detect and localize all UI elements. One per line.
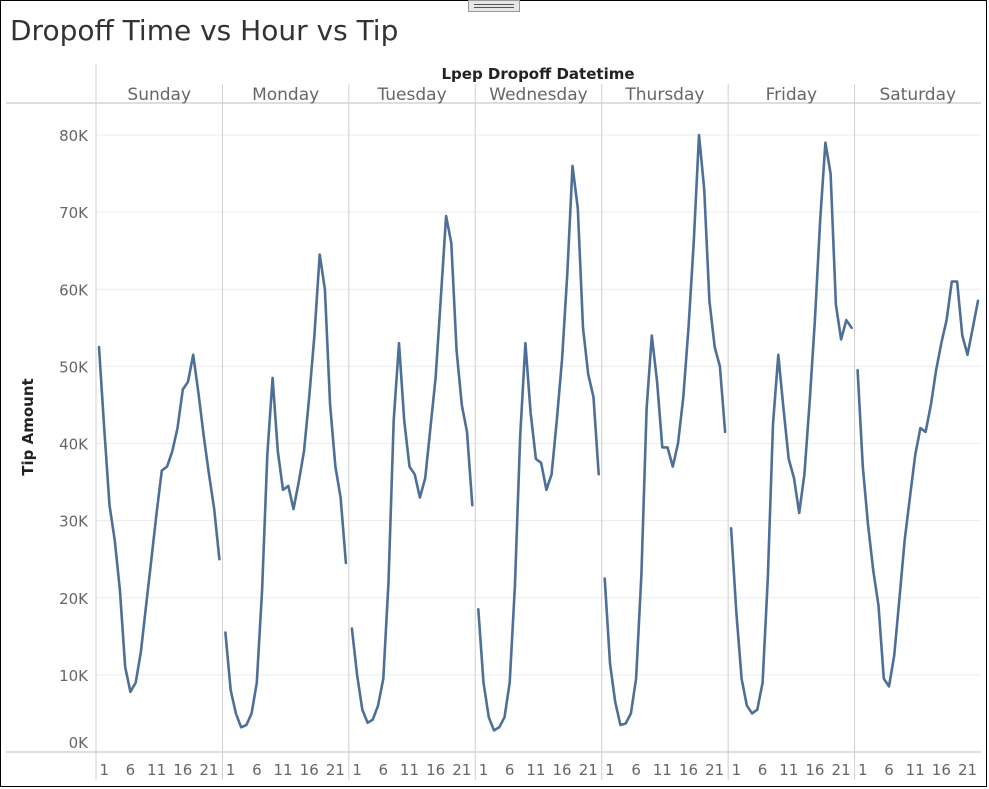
y-tick-label: 40K xyxy=(59,436,89,454)
x-tick-label: 1 xyxy=(858,761,868,779)
y-tick-label: 50K xyxy=(59,358,89,376)
x-tick-label: 1 xyxy=(479,761,489,779)
grip-line xyxy=(474,4,514,5)
day-headers: Sunday Monday Tuesday Wednesday Thursday Frid… xyxy=(127,85,956,105)
x-tick-label: 16 xyxy=(553,761,572,779)
y-axis-title: Tip Amount xyxy=(19,378,37,475)
x-tick-label: 16 xyxy=(173,761,192,779)
x-tick-label: 16 xyxy=(300,761,319,779)
x-tick-label: 21 xyxy=(958,761,977,779)
x-tick-label: 16 xyxy=(426,761,445,779)
x-tick-label: 21 xyxy=(705,761,724,779)
day-header-tuesday: Tuesday xyxy=(376,85,446,105)
x-tick-label: 6 xyxy=(631,761,641,779)
series-line-saturday[interactable] xyxy=(856,280,980,688)
x-tick-label: 21 xyxy=(452,761,471,779)
x-tick-label: 6 xyxy=(378,761,388,779)
series-line-wednesday[interactable] xyxy=(477,164,600,732)
x-tick-label: 16 xyxy=(805,761,824,779)
series-line-thursday[interactable] xyxy=(603,133,727,727)
day-header-saturday: Saturday xyxy=(879,85,956,105)
panel-separators xyxy=(6,64,981,780)
x-tick-label: 1 xyxy=(226,761,236,779)
x-tick-label: 11 xyxy=(653,761,672,779)
x-tick-label: 6 xyxy=(758,761,768,779)
x-tick-label: 6 xyxy=(505,761,515,779)
x-axis-ticks: 1 6 11 16 21 1 6 11 16 21 1 6 11 16 21 1 6 11 16 21 1 6 11 16 21… xyxy=(99,761,977,779)
day-header-wednesday: Wednesday xyxy=(489,85,587,105)
x-tick-label: 21 xyxy=(579,761,598,779)
series-line-friday[interactable] xyxy=(729,141,853,715)
y-tick-label: 30K xyxy=(59,513,89,531)
y-tick-label: 20K xyxy=(59,590,89,608)
y-tick-label: 60K xyxy=(59,281,89,299)
x-tick-label: 21 xyxy=(832,761,851,779)
series-line-sunday[interactable] xyxy=(97,345,221,694)
x-tick-label: 11 xyxy=(526,761,545,779)
day-header-monday: Monday xyxy=(252,85,319,105)
x-tick-label: 11 xyxy=(400,761,419,779)
y-tick-label: 70K xyxy=(59,204,89,222)
x-tick-label: 21 xyxy=(326,761,345,779)
resize-grip-handle[interactable] xyxy=(468,0,520,12)
grid-lines xyxy=(96,134,981,676)
y-tick-label: 10K xyxy=(59,667,89,685)
x-tick-label: 1 xyxy=(99,761,109,779)
x-tick-label: 1 xyxy=(732,761,742,779)
x-tick-label: 11 xyxy=(779,761,798,779)
x-tick-label: 1 xyxy=(605,761,615,779)
chart-title: Dropoff Time vs Hour vs Tip xyxy=(10,14,399,47)
x-tick-label: 6 xyxy=(126,761,136,779)
series-line-tuesday[interactable] xyxy=(350,214,474,724)
day-header-sunday: Sunday xyxy=(127,85,191,105)
series-line-monday[interactable] xyxy=(224,253,348,729)
x-tick-label: 16 xyxy=(679,761,698,779)
day-header-thursday: Thursday xyxy=(624,85,704,105)
x-tick-label: 6 xyxy=(252,761,262,779)
y-axis-ticks: 0K 10K 20K 30K 40K 50K 60K 70K 80K xyxy=(59,127,89,752)
series-lines xyxy=(97,133,980,732)
y-tick-label: 80K xyxy=(59,127,89,145)
column-header: Lpep Dropoff Datetime xyxy=(441,65,634,83)
day-header-friday: Friday xyxy=(766,85,818,105)
x-tick-label: 21 xyxy=(199,761,218,779)
x-tick-label: 11 xyxy=(273,761,292,779)
x-tick-label: 11 xyxy=(147,761,166,779)
grip-line xyxy=(474,7,514,8)
x-tick-label: 1 xyxy=(352,761,362,779)
x-tick-label: 11 xyxy=(906,761,925,779)
x-tick-label: 16 xyxy=(932,761,951,779)
x-tick-label: 6 xyxy=(884,761,894,779)
y-tick-label: 0K xyxy=(69,734,90,752)
